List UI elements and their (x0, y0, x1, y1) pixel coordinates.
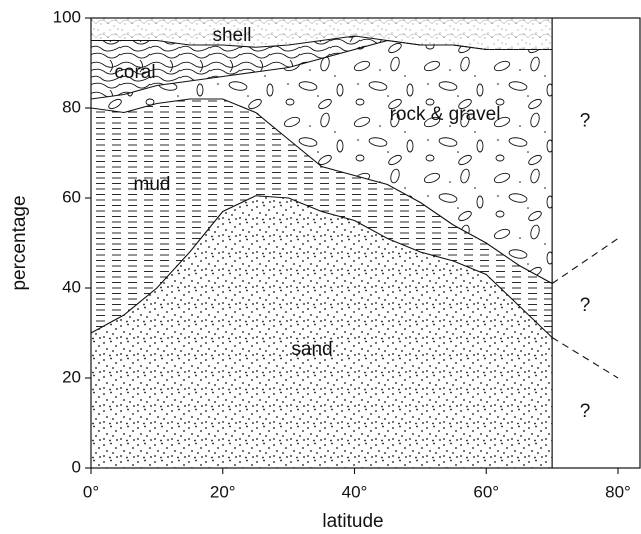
y-tick-label: 40 (62, 277, 81, 296)
x-axis-label: latitude (322, 511, 383, 532)
x-tick-label: 60° (473, 482, 499, 501)
plot-frame (90, 17, 641, 469)
area-fill (91, 99, 552, 338)
dashed-boundary (551, 238, 619, 284)
y-axis-label: percentage (9, 195, 30, 290)
annotation: ? (580, 111, 591, 132)
series-label: mud (134, 174, 171, 195)
plot-areas (91, 18, 552, 468)
y-tick-label: 0 (72, 457, 81, 476)
area-fill (91, 40, 552, 284)
annotation: ? (580, 401, 591, 422)
area-fill (91, 36, 552, 99)
x-tick-label: 0° (83, 482, 99, 501)
area-fill (91, 18, 552, 50)
y-tick-label: 80 (62, 97, 81, 116)
series-label: coral (114, 62, 155, 83)
annotation: ? (580, 295, 591, 316)
x-tick-label: 40° (342, 482, 368, 501)
dashed-boundary (551, 337, 619, 379)
x-tick-label: 20° (210, 482, 236, 501)
y-tick-label: 20 (62, 367, 81, 386)
y-tick-label: 100 (53, 7, 81, 26)
area-fill (91, 195, 552, 468)
series-label: sand (291, 339, 332, 360)
series-label: shell (212, 25, 251, 46)
y-tick-label: 60 (62, 187, 81, 206)
series-label: rock & gravel (390, 104, 501, 125)
x-tick-label: 80° (605, 482, 631, 501)
